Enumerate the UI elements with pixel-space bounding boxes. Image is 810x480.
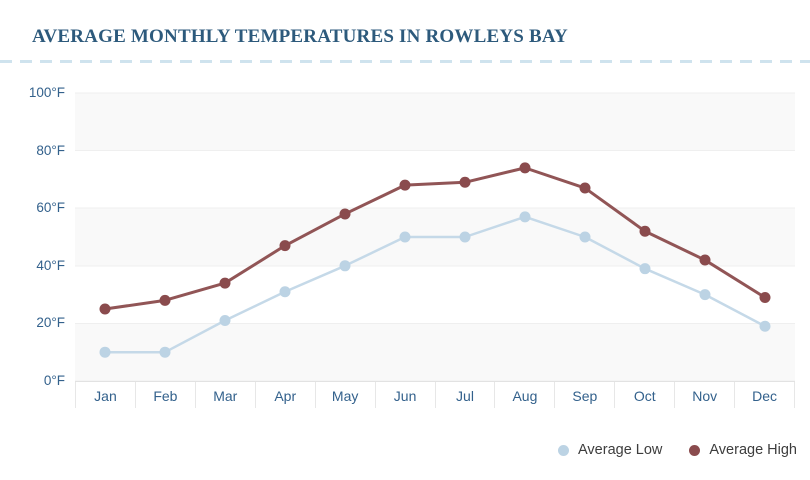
series-line-average-high	[103, 166, 767, 311]
x-axis-month-cell-jan: Jan	[75, 382, 135, 408]
y-axis-tick-label-60: 60°F	[36, 200, 65, 216]
y-axis-tick-label-80: 80°F	[36, 142, 65, 158]
series-line-average-low	[103, 215, 767, 354]
gridline	[75, 92, 795, 94]
x-axis-month-strip: Jan Feb Mar Apr May Jun Jul Aug Sep Oct Nov Dec	[75, 381, 796, 408]
data-point-average-high-sep	[579, 182, 591, 194]
data-point-average-high-jun	[399, 179, 411, 191]
grid-band	[75, 93, 795, 151]
x-axis-month-label: Nov	[692, 388, 718, 404]
x-axis-month-cell-sep: Sep	[554, 382, 614, 408]
legend-marker-average-high	[689, 444, 701, 456]
x-axis-month-cell-feb: Feb	[134, 382, 195, 408]
data-point-average-low-apr	[279, 286, 291, 298]
x-axis-month-cell-apr: Apr	[254, 382, 315, 408]
dashed-divider	[0, 60, 810, 63]
gridline	[75, 322, 795, 324]
data-point-average-high-oct	[639, 225, 651, 237]
x-axis-month-label: Oct	[633, 388, 656, 404]
x-axis-month-label: Mar	[213, 388, 238, 404]
data-point-average-high-may	[339, 208, 351, 220]
grid-band	[75, 323, 795, 381]
y-axis-tick-label-20: 20°F	[36, 315, 65, 331]
data-point-average-low-sep	[579, 231, 591, 243]
x-axis-month-label: Jan	[94, 388, 117, 404]
x-axis-month-label: Jul	[456, 388, 474, 404]
x-axis-month-cell-dec: Dec	[734, 382, 796, 408]
data-point-average-low-jun	[399, 231, 411, 243]
data-point-average-high-feb	[159, 294, 171, 306]
data-point-average-high-nov	[699, 254, 711, 266]
gridline	[75, 265, 795, 267]
x-axis-month-cell-aug: Aug	[494, 382, 554, 408]
data-point-average-low-jan	[99, 346, 111, 358]
data-point-average-low-oct	[639, 263, 651, 275]
data-point-average-high-aug	[519, 162, 531, 174]
legend-label: Average High	[709, 442, 797, 458]
data-point-average-high-apr	[279, 240, 291, 252]
x-axis-month-label: Feb	[153, 388, 178, 404]
x-axis-month-label: Sep	[572, 388, 598, 404]
y-axis-tick-label-100: 100°F	[28, 85, 65, 100]
x-axis-month-cell-jul: Jul	[434, 382, 495, 408]
x-axis-month-label: Dec	[752, 388, 778, 404]
data-point-average-low-aug	[519, 211, 531, 223]
x-axis-month-cell-mar: Mar	[194, 382, 255, 408]
data-point-average-high-jan	[99, 303, 111, 315]
legend-item-average-high: Average High	[689, 442, 797, 458]
data-point-average-low-jul	[459, 231, 471, 243]
data-point-average-low-dec	[759, 320, 771, 332]
chart-title: AVERAGE MONTHLY TEMPERATURES IN ROWLEYS …	[32, 26, 568, 47]
data-point-average-low-mar	[219, 315, 231, 327]
legend-item-average-low: Average Low	[558, 442, 662, 458]
x-axis-month-cell-jun: Jun	[374, 382, 435, 408]
data-point-average-high-dec	[759, 291, 771, 303]
x-axis-month-cell-oct: Oct	[614, 382, 674, 408]
y-axis-tick-label-0: 0°F	[43, 373, 65, 388]
data-point-average-low-nov	[699, 289, 711, 301]
x-axis-month-label: Aug	[512, 388, 538, 404]
data-point-average-low-may	[339, 260, 351, 272]
data-point-average-low-feb	[159, 346, 171, 358]
gridline	[75, 150, 795, 152]
chart-legend: Average Low Average High	[558, 440, 797, 460]
legend-marker-average-low	[558, 444, 570, 456]
x-axis-month-cell-may: May	[314, 382, 375, 408]
x-axis-month-label: May	[331, 388, 359, 404]
data-point-average-high-mar	[219, 277, 231, 289]
y-axis-tick-label-40: 40°F	[36, 257, 65, 273]
x-axis-month-label: Jun	[393, 388, 417, 404]
x-axis-month-label: Apr	[274, 388, 297, 404]
x-axis-month-cell-nov: Nov	[674, 382, 734, 408]
gridline	[75, 207, 795, 209]
legend-label: Average Low	[578, 442, 663, 458]
data-point-average-high-jul	[459, 176, 471, 188]
